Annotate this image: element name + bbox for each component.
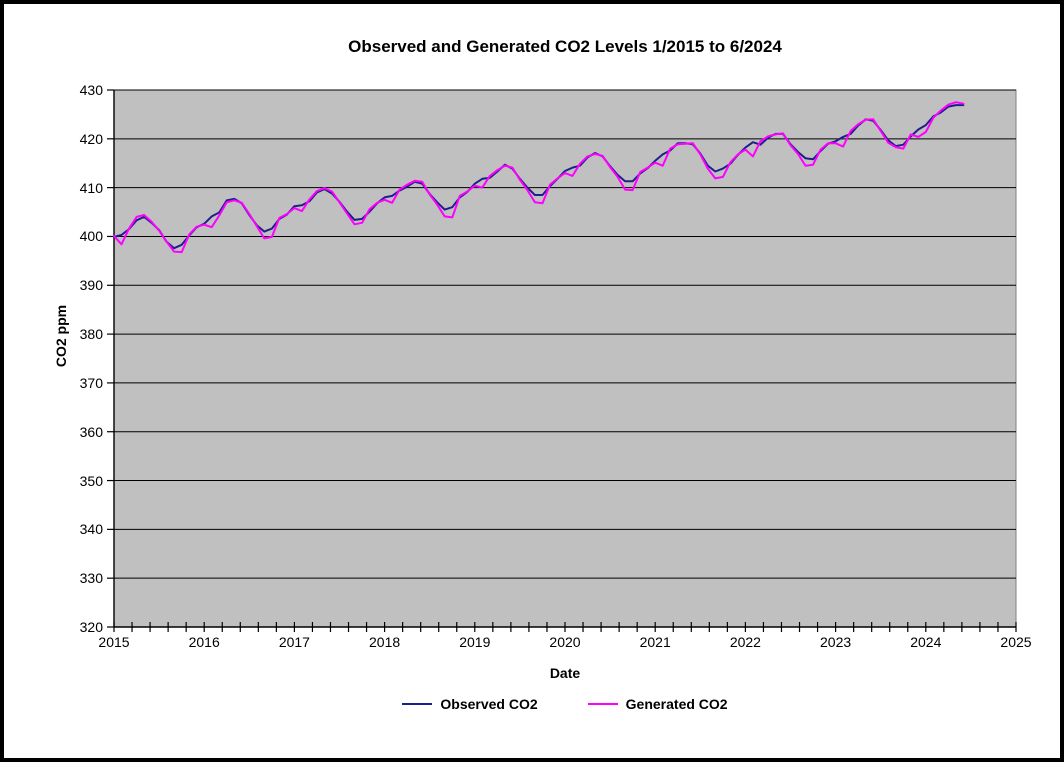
y-tick-label: 410 (79, 179, 103, 196)
y-tick-label: 390 (79, 277, 103, 294)
x-axis-title: Date (549, 665, 581, 681)
x-tick-label: 2025 (1000, 634, 1032, 650)
plot-canvas (107, 89, 1017, 632)
observed-line-swatch (402, 703, 433, 705)
x-tick-label: 2024 (910, 634, 942, 650)
legend-item-generated: Generated CO2 (587, 696, 728, 712)
x-tick-label: 2019 (459, 634, 491, 650)
y-axis-title-text: CO2 ppm (53, 304, 69, 368)
legend: Observed CO2 Generated CO2 (114, 696, 1016, 712)
y-tick-label: 340 (79, 521, 103, 538)
x-tick-label: 2020 (549, 634, 581, 650)
y-tick-label: 400 (79, 228, 103, 245)
y-tick-label: 420 (79, 130, 103, 147)
y-tick-label: 370 (79, 374, 103, 391)
x-tick-label: 2021 (639, 634, 671, 650)
x-tick-label: 2022 (729, 634, 761, 650)
generated-line-swatch (587, 703, 618, 705)
legend-label-generated: Generated CO2 (625, 696, 728, 712)
x-tick-label: 2017 (278, 634, 310, 650)
plot-background (113, 89, 1017, 628)
x-tick-label: 2018 (369, 634, 401, 650)
y-tick-label: 360 (79, 423, 103, 440)
y-tick-label: 330 (79, 570, 103, 587)
y-tick-label: 430 (79, 82, 103, 98)
y-tick-label: 350 (79, 472, 103, 489)
generated-co2-line (113, 101, 965, 254)
legend-label-observed: Observed CO2 (440, 696, 538, 712)
x-tick-label: 2023 (820, 634, 852, 650)
y-tick-label: 380 (79, 326, 103, 343)
chart-title: Observed and Generated CO2 Levels 1/2015… (348, 37, 782, 56)
legend-item-observed: Observed CO2 (402, 696, 538, 712)
x-tick-label: 2016 (188, 634, 220, 650)
y-tick-label: 320 (79, 619, 103, 635)
x-tick-label: 2015 (98, 634, 130, 650)
